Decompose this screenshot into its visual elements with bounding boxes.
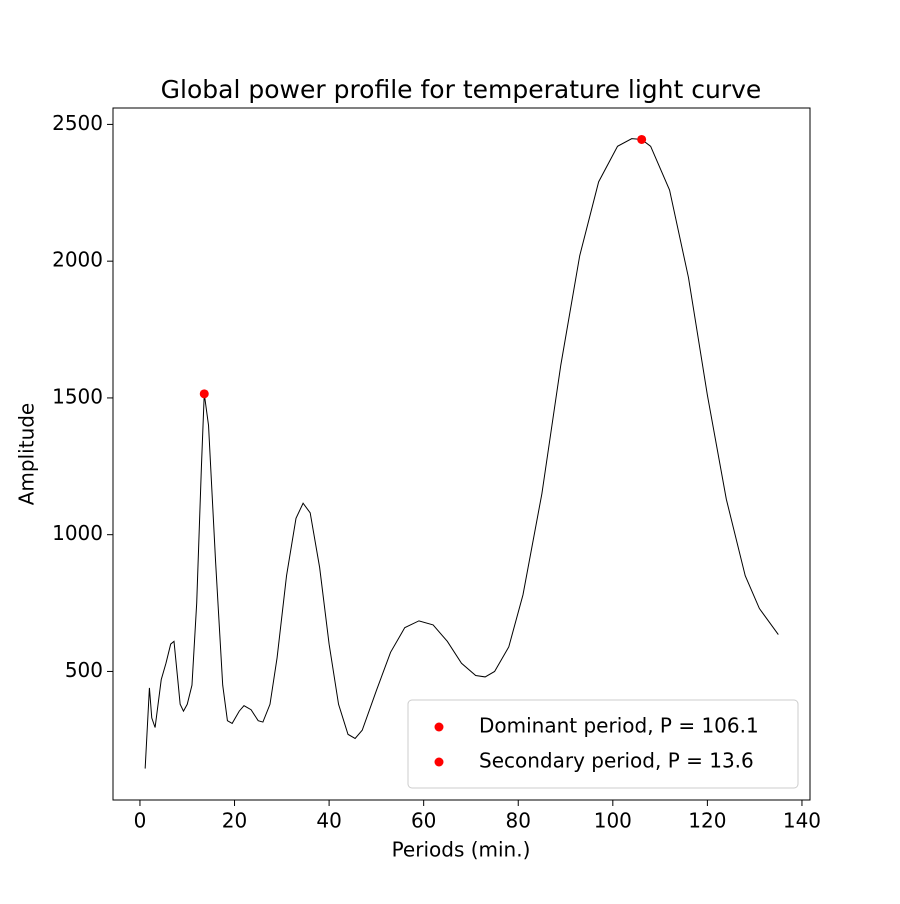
legend-label: Secondary period, P = 13.6 xyxy=(479,749,754,773)
point xyxy=(199,389,209,399)
legend-box xyxy=(407,699,799,789)
x-axis-label: Periods (min.) xyxy=(392,838,531,862)
y-tick-label: 500 xyxy=(65,658,103,682)
x-tick-label: 0 xyxy=(134,809,147,833)
x-tick-label: 120 xyxy=(688,809,726,833)
x-tick-label: 140 xyxy=(783,809,821,833)
x-tick-label: 60 xyxy=(411,809,436,833)
x-tick-label: 20 xyxy=(222,809,247,833)
y-axis-label: Amplitude xyxy=(15,403,39,506)
line xyxy=(144,138,779,769)
y-tick-label: 1500 xyxy=(52,384,103,408)
legend-marker xyxy=(434,722,444,732)
legend-label: Dominant period, P = 106.1 xyxy=(479,714,759,738)
plot-frame xyxy=(112,107,811,801)
point xyxy=(637,134,647,144)
y-tick-label: 1000 xyxy=(52,521,103,545)
chart-title: Global power profile for temperature lig… xyxy=(161,75,762,104)
x-tick-label: 100 xyxy=(594,809,632,833)
x-tick-label: 80 xyxy=(506,809,531,833)
legend-marker xyxy=(434,757,444,767)
x-tick-label: 40 xyxy=(316,809,341,833)
y-tick-label: 2500 xyxy=(52,111,103,135)
y-tick-label: 2000 xyxy=(52,248,103,272)
